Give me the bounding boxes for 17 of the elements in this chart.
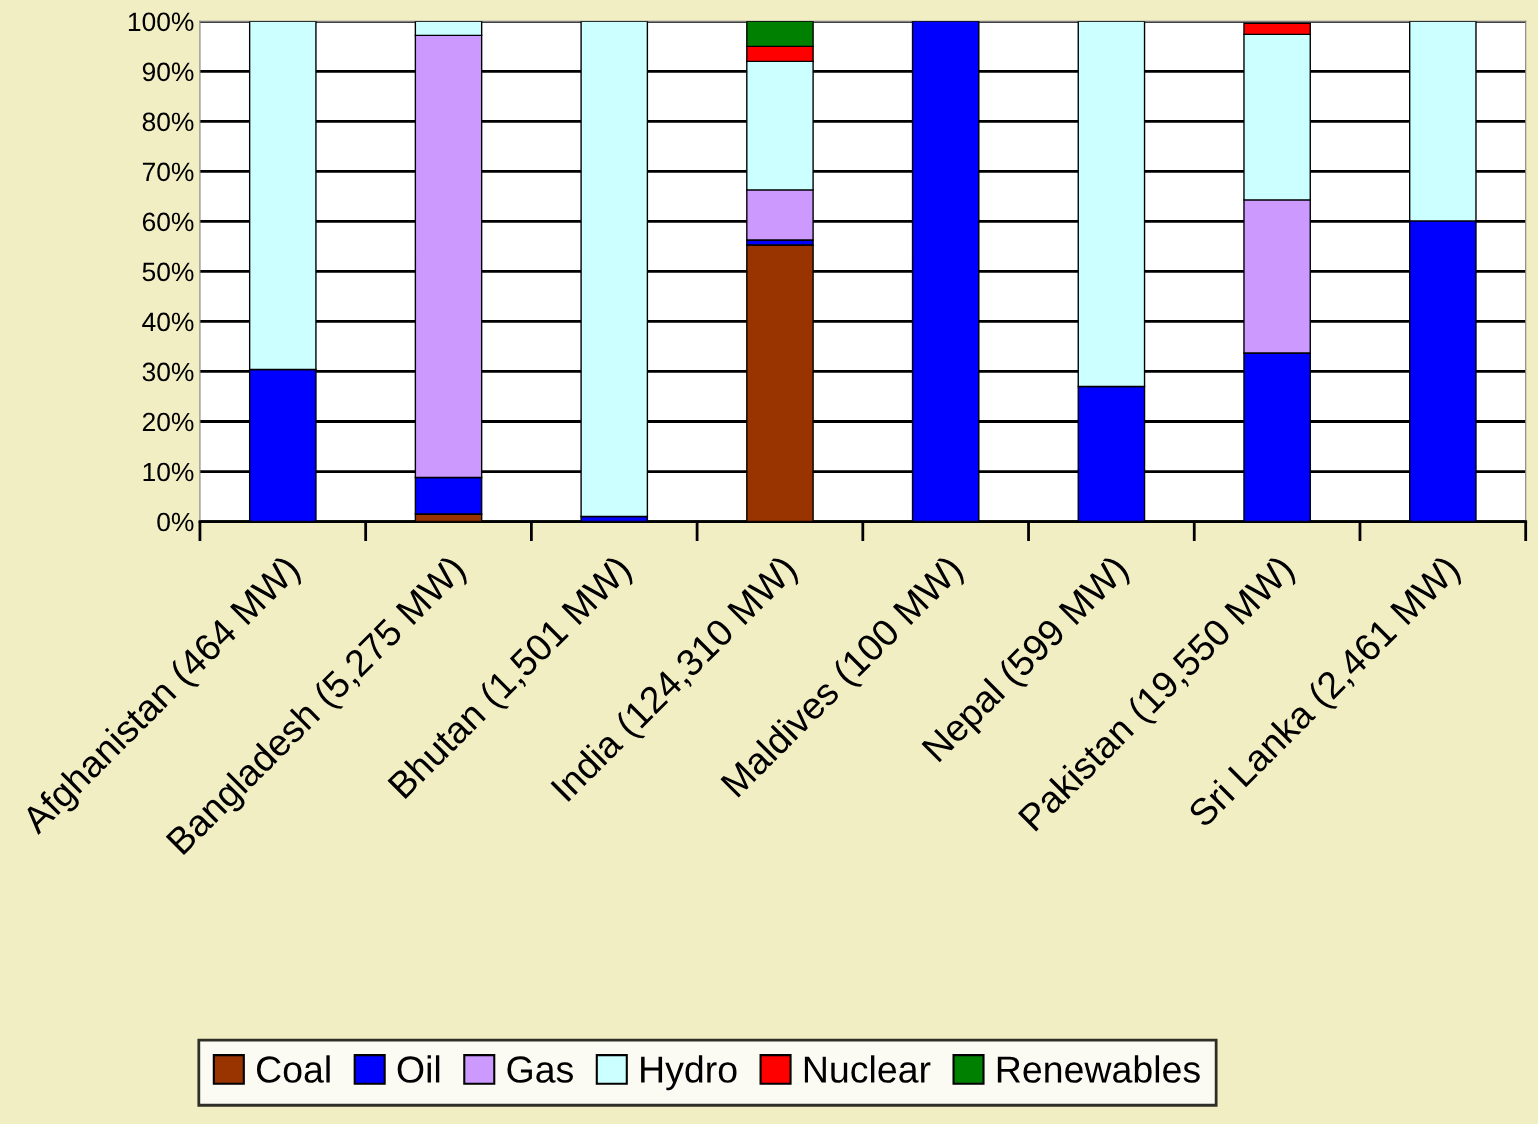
legend-label: Hydro	[641, 1055, 737, 1091]
y-tick-label: 90%	[142, 62, 194, 82]
legend-label: Gas	[507, 1056, 573, 1083]
y-tick-label: 40%	[142, 312, 194, 332]
legend-label: Oil	[397, 1055, 440, 1083]
y-tick-label: 100%	[128, 12, 194, 32]
y-tick-label: 80%	[142, 112, 194, 132]
legend-label: Renewables	[997, 1055, 1200, 1083]
y-tick-label: 10%	[143, 462, 194, 482]
y-tick-label: 20%	[142, 412, 194, 432]
y-tick-label: 70%	[142, 162, 194, 182]
y-tick-label: 0%	[157, 512, 194, 532]
legend-label: Coal	[256, 1055, 330, 1083]
y-tick-label: 30%	[142, 362, 194, 382]
legend-label: Nuclear	[804, 1055, 931, 1083]
y-tick-label: 50%	[142, 262, 194, 282]
y-tick-label: 60%	[142, 212, 194, 232]
